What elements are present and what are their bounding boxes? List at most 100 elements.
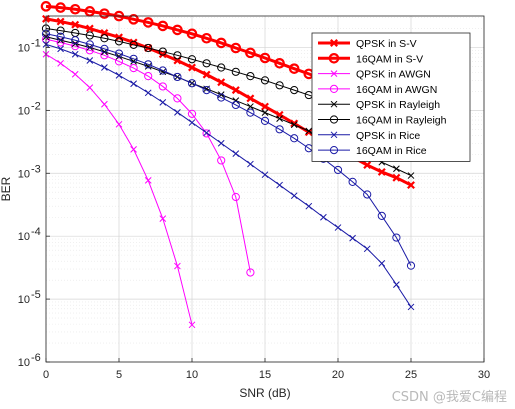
data-point <box>290 85 299 95</box>
data-point <box>115 120 123 128</box>
data-point <box>55 2 66 13</box>
x-tick-label: 25 <box>405 369 417 381</box>
data-point <box>130 146 137 153</box>
data-point <box>114 37 124 46</box>
data-point <box>392 233 401 242</box>
legend-marker <box>330 131 338 139</box>
data-point <box>101 64 108 71</box>
data-point <box>215 37 227 49</box>
data-point <box>115 72 123 79</box>
x-tick-label: 10 <box>186 369 198 381</box>
data-point <box>71 42 80 51</box>
y-tick-label: 10 <box>18 357 30 369</box>
data-point <box>246 108 255 117</box>
data-point <box>158 82 167 91</box>
legend-marker <box>329 146 339 155</box>
data-point <box>305 202 313 210</box>
data-point <box>393 281 400 288</box>
data-point <box>377 167 386 176</box>
data-point <box>158 47 167 56</box>
data-point <box>245 47 256 59</box>
data-point <box>407 181 415 190</box>
data-point <box>349 234 356 242</box>
data-point <box>128 14 139 25</box>
x-tick-label: 20 <box>332 369 344 381</box>
legend-label: QPSK in Rayleigh <box>356 99 440 111</box>
data-point <box>129 40 138 49</box>
data-point <box>186 28 198 40</box>
data-point <box>247 160 254 168</box>
data-point <box>378 259 386 267</box>
y-tick-exponent: -2 <box>31 100 41 112</box>
y-tick-exponent: -4 <box>31 226 41 238</box>
data-point <box>188 63 196 72</box>
data-point <box>85 46 94 55</box>
y-tick-label: 10 <box>18 231 30 243</box>
data-point <box>99 8 110 19</box>
data-point <box>202 59 211 68</box>
series-line <box>45 33 412 266</box>
data-point <box>144 63 152 70</box>
data-point <box>187 79 197 88</box>
series-group <box>40 1 417 329</box>
data-point <box>114 49 124 58</box>
data-point <box>71 50 79 58</box>
data-point <box>363 245 371 253</box>
data-point <box>188 321 196 329</box>
legend-box <box>311 32 471 162</box>
data-point <box>231 192 240 202</box>
data-point <box>71 70 79 78</box>
legend-item: QPSK in AWGN <box>318 69 431 81</box>
data-point <box>187 109 197 118</box>
data-point <box>130 80 137 88</box>
data-point <box>230 42 242 54</box>
data-point <box>260 116 270 126</box>
data-point <box>275 81 284 90</box>
x-tick-label: 15 <box>259 369 271 381</box>
data-point <box>159 99 167 106</box>
data-point <box>202 85 211 95</box>
data-point <box>144 89 152 97</box>
data-point <box>158 66 167 75</box>
data-point <box>217 78 226 87</box>
data-point <box>288 63 300 74</box>
data-point <box>260 76 270 85</box>
data-point <box>144 60 153 69</box>
legend-marker <box>329 84 339 94</box>
data-point <box>217 93 226 102</box>
data-point <box>71 36 80 45</box>
data-point <box>57 59 64 67</box>
legend-label: QPSK in Rice <box>356 130 420 142</box>
data-point <box>40 1 52 12</box>
data-point <box>174 108 181 116</box>
y-tick-exponent: -1 <box>31 37 41 49</box>
data-point <box>71 20 80 29</box>
data-point <box>393 165 400 173</box>
data-point <box>202 129 211 138</box>
data-point <box>232 97 240 104</box>
data-point <box>56 17 65 26</box>
x-axis-label: SNR (dB) <box>239 386 290 400</box>
data-point <box>201 32 212 44</box>
data-point <box>202 70 211 79</box>
data-point <box>174 262 181 270</box>
y-tick-label: 10 <box>18 42 30 54</box>
data-point <box>114 57 124 66</box>
data-point <box>188 119 196 126</box>
data-point <box>290 192 298 200</box>
x-tick-label: 5 <box>116 369 122 381</box>
legend-marker <box>330 70 338 77</box>
data-point <box>290 121 298 129</box>
y-tick-exponent: -5 <box>31 289 41 301</box>
data-point <box>407 303 415 311</box>
data-point <box>129 54 138 63</box>
data-point <box>129 63 138 73</box>
data-point <box>247 103 254 110</box>
data-point <box>363 161 372 170</box>
y-tick-exponent: -6 <box>31 352 41 364</box>
legend-item: 16QAM in S-V <box>318 52 423 65</box>
legend-item: QPSK in Rice <box>318 130 420 142</box>
series-qpsk-in-awgn <box>42 50 196 329</box>
legend-marker <box>330 100 338 108</box>
